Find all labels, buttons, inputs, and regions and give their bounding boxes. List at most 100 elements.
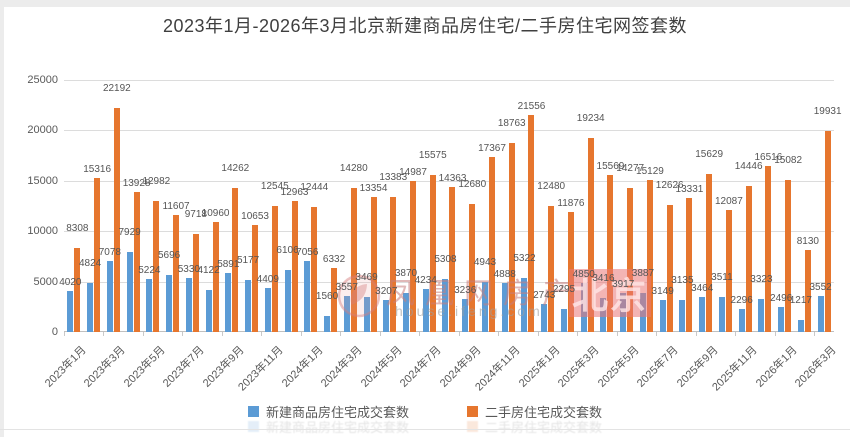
second-hand-bar [271, 205, 278, 332]
bar-group-2026年3月 [814, 131, 834, 332]
second-hand-bar [311, 206, 318, 332]
second-hand-value-label: 12963 [280, 187, 309, 199]
bar-group-2023年11月 [261, 205, 281, 332]
new-home-value-label: 4888 [493, 268, 516, 280]
new-home-value-label: 3207 [375, 285, 398, 297]
bar-group-2025年4月 [597, 175, 617, 332]
new-home-bar [245, 279, 252, 332]
bar-group-2024年1月 [301, 206, 321, 332]
x-axis-tick [695, 332, 697, 336]
legend-new-home-label: 新建商品房住宅成交套数 [265, 405, 409, 420]
y-axis-tick-label: 15000 [27, 174, 58, 187]
second-hand-value-label: 14363 [438, 173, 467, 185]
second-hand-bar [706, 174, 713, 332]
new-home-value-label: 4234 [414, 275, 437, 287]
new-home-bar [363, 297, 370, 332]
new-home-ghost-swatch-icon [247, 421, 259, 432]
second-hand-bar [824, 131, 831, 332]
second-hand-swatch-icon [467, 406, 478, 417]
new-home-value-label: 2743 [533, 290, 556, 302]
bar-group-2024年11月 [498, 142, 518, 332]
second-hand-value-label: 14987 [399, 166, 427, 178]
second-hand-bar [607, 175, 614, 332]
second-hand-value-label: 11607 [162, 201, 190, 213]
new-home-bar [126, 252, 133, 332]
x-axis-label: 2023年5月 [121, 344, 168, 390]
second-hand-value-label: 19234 [576, 113, 605, 125]
new-home-value-label: 4409 [256, 273, 279, 285]
second-hand-bar [94, 177, 101, 332]
second-hand-bar [587, 138, 594, 332]
window-top-edge [0, 0, 850, 7]
new-home-bar [679, 300, 686, 332]
second-hand-bar [725, 210, 732, 332]
new-home-bar [146, 279, 153, 332]
new-home-value-label: 3323 [750, 273, 773, 285]
x-axis-label: 2025年5月 [595, 344, 642, 390]
bar-group-2026年1月 [775, 179, 795, 332]
bar-group-2024年8月 [439, 187, 459, 332]
new-home-value-label: 3557 [335, 282, 358, 294]
second-hand-bar [173, 215, 180, 332]
new-home-bar [778, 306, 785, 332]
new-home-bar [659, 300, 666, 332]
new-home-bar [422, 289, 429, 332]
new-home-value-label: 5224 [138, 265, 161, 277]
bar-group-2023年3月 [103, 108, 123, 332]
second-hand-value-label: 13383 [379, 172, 408, 184]
bar-group-2024年7月 [419, 175, 439, 332]
new-home-bar [225, 272, 232, 332]
x-axis-label: 2025年3月 [556, 344, 602, 390]
y-axis-tick-label: 20000 [27, 124, 58, 137]
x-axis-label: 2023年7月 [161, 344, 207, 390]
bar-group-2023年1月 [64, 248, 84, 332]
x-axis-tick [103, 332, 105, 336]
x-axis-label: 2023年3月 [82, 344, 128, 390]
bar-group-2024年5月 [380, 197, 400, 332]
second-hand-value-label: 10960 [201, 207, 230, 219]
second-hand-bar [745, 186, 752, 332]
new-home-value-label: 2496 [770, 292, 793, 304]
x-axis-label: 2024年5月 [358, 344, 405, 390]
gridline [64, 281, 834, 283]
bar-group-2025年12月 [755, 165, 775, 332]
new-home-bar [185, 278, 192, 332]
second-hand-bar [192, 234, 199, 332]
new-home-bar [264, 287, 271, 332]
second-hand-bar [666, 204, 673, 332]
x-axis-tick [340, 332, 342, 336]
chart-title: 2023年1月-2026年3月北京新建商品房住宅/二手房住宅网签套数 [162, 16, 688, 36]
bar-group-2023年9月 [222, 188, 242, 332]
bar-group-2025年3月 [577, 138, 597, 332]
legend-item-new-home: 新建商品房住宅成交套数 [247, 402, 409, 421]
new-home-value-label: 3870 [394, 268, 418, 279]
second-hand-bar [449, 187, 456, 332]
new-home-bar [560, 308, 567, 332]
x-axis-tick [300, 332, 302, 336]
second-hand-value-label: 12626 [655, 179, 684, 191]
second-hand-value-label: 9718 [184, 209, 207, 221]
gridline [64, 80, 834, 81]
x-axis-tick [419, 332, 421, 336]
new-home-bar [501, 282, 508, 332]
legend-ghost-item-second-hand: 二手房住宅成交套数 [467, 417, 602, 436]
second-hand-bar [508, 142, 515, 332]
second-hand-value-label: 14446 [734, 161, 763, 173]
second-hand-value-label: 15082 [774, 154, 803, 166]
bar-group-2025年6月 [637, 179, 657, 332]
second-hand-bar [370, 197, 377, 332]
new-home-bar [620, 292, 627, 332]
y-axis-tick-label: 10000 [27, 225, 58, 238]
new-home-bar [284, 270, 291, 332]
second-hand-value-label: 15129 [636, 165, 664, 177]
x-axis-tick [735, 332, 737, 336]
x-axis-line [64, 331, 834, 332]
new-home-value-label: 4943 [473, 257, 497, 269]
new-home-bar [797, 319, 804, 332]
new-home-value-label: 5891 [217, 258, 240, 270]
bar-group-2023年7月 [182, 234, 202, 332]
gridline [64, 180, 834, 182]
second-hand-bar [765, 165, 772, 332]
x-axis-tick [656, 332, 658, 336]
